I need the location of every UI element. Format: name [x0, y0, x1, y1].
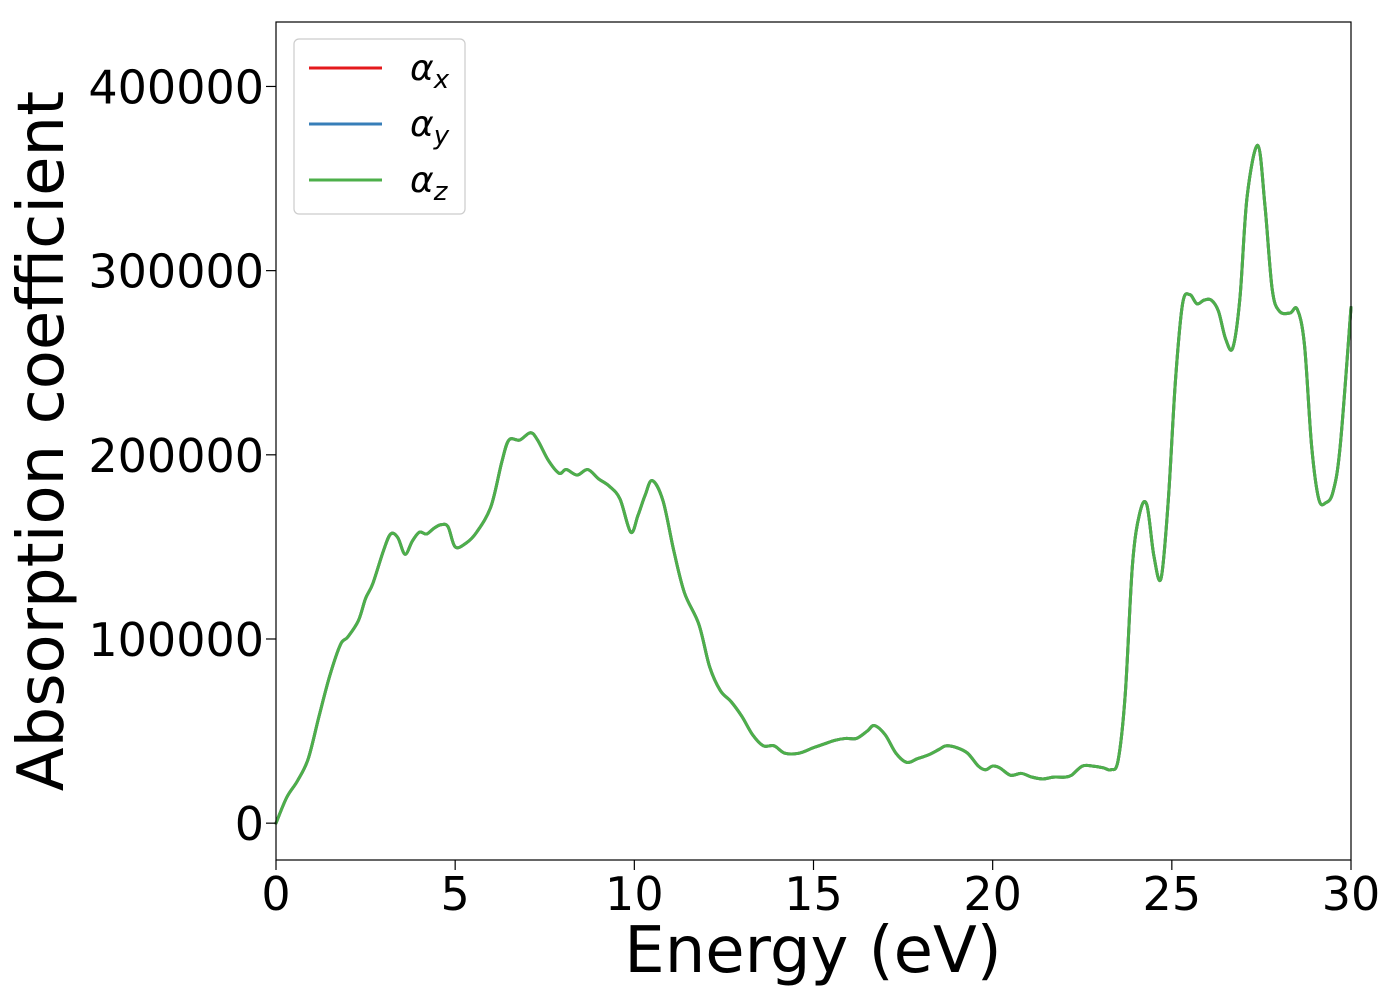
- legend: αx αy αz: [293, 38, 466, 215]
- y-tick-label: 300000: [88, 245, 264, 299]
- legend-label-z: αz: [410, 160, 449, 207]
- x-tick-label: 25: [1143, 867, 1202, 921]
- y-tick-label: 200000: [88, 429, 264, 483]
- legend-label-x: αx: [410, 48, 450, 95]
- x-tick-label: 20: [963, 867, 1022, 921]
- y-axis-ticks: 0 100000 200000 300000 400000: [88, 60, 276, 851]
- x-tick-label: 15: [784, 867, 843, 921]
- x-tick-label: 0: [261, 867, 290, 921]
- x-tick-label: 10: [605, 867, 664, 921]
- x-tick-label: 5: [441, 867, 470, 921]
- series-line-3: [274, 143, 1353, 825]
- x-axis-label: Energy (eV): [624, 914, 1002, 988]
- x-axis-ticks: 0 5 10 15 20 25 30: [261, 860, 1380, 921]
- y-tick-label: 400000: [88, 60, 264, 114]
- y-tick-label: 0: [235, 797, 264, 851]
- x-tick-label: 30: [1322, 867, 1381, 921]
- y-axis-label: Absorption coefficient: [5, 91, 79, 791]
- y-tick-label: 100000: [88, 613, 264, 667]
- legend-box: [293, 38, 466, 215]
- legend-label-y: αy: [410, 104, 450, 151]
- series-layer: [274, 143, 1353, 825]
